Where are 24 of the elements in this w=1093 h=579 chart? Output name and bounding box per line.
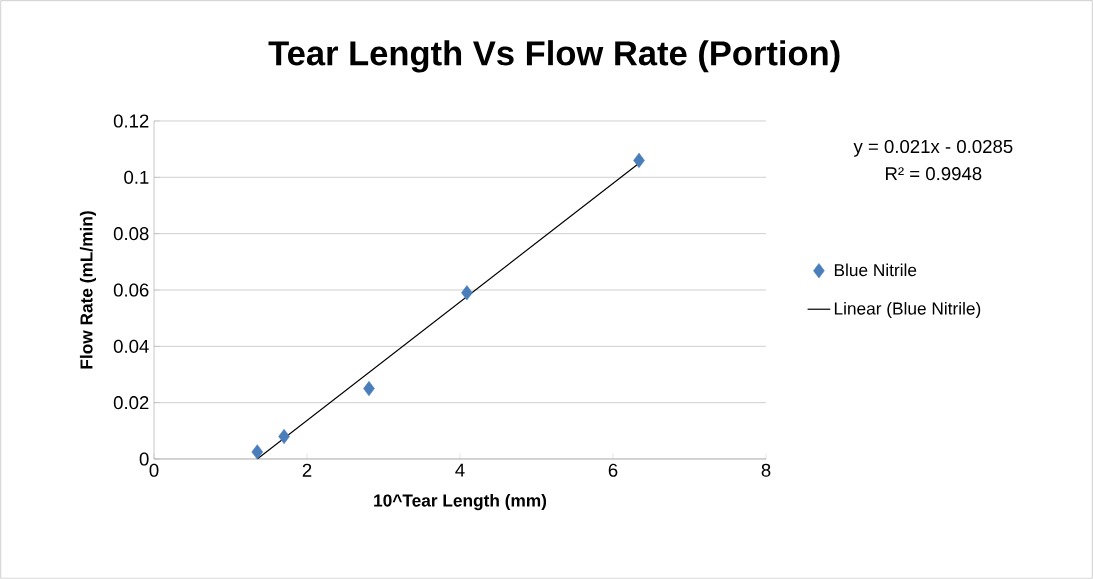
point [278, 428, 290, 445]
y-tick-label: 0 [139, 452, 149, 466]
legend-label: Linear (Blue Nitrile) [834, 301, 981, 319]
x-tick-label: 8 [761, 463, 771, 477]
y-tick-label: 0.06 [113, 283, 149, 297]
x-tick-label: 0 [149, 463, 159, 477]
y-tick-label: 0.1 [124, 170, 149, 184]
chart-title: Tear Length Vs Flow Rate (Portion) [268, 40, 840, 73]
y-axis-title: Flow Rate (mL/min) [79, 211, 96, 369]
y-tick-label: 0.02 [113, 396, 149, 410]
x-tick-label: 6 [608, 463, 618, 477]
point [363, 380, 375, 397]
x-axis-title: 10^Tear Length (mm) [374, 493, 547, 511]
x-tick-label: 2 [302, 463, 312, 477]
point [461, 285, 473, 301]
text: y = 0.021x - 0.0285 [853, 139, 1013, 157]
point [251, 444, 264, 460]
x-tick-label: 4 [455, 463, 465, 477]
y-tick-label: 0.12 [113, 114, 149, 128]
point [633, 152, 645, 168]
y-tick-label: 0.04 [113, 339, 149, 353]
text: R² = 0.9948 [886, 167, 982, 181]
y-tick-label: 0.08 [113, 227, 149, 241]
legend-label: Blue Nitrile [834, 263, 917, 277]
